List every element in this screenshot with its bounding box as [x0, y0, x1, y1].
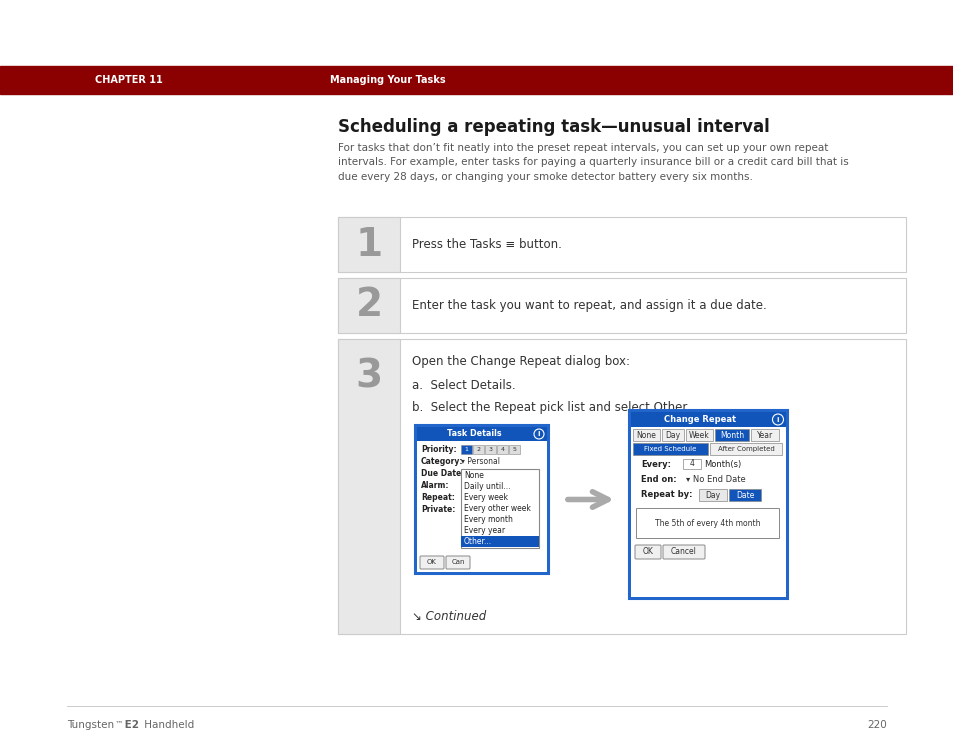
Text: Every year: Every year [463, 526, 504, 535]
Text: 220: 220 [866, 720, 886, 730]
Text: 3: 3 [488, 447, 492, 452]
Bar [337, 217, 399, 272]
Text: OK: OK [642, 548, 653, 556]
Bar [416, 427, 546, 441]
Text: Month: Month [720, 430, 743, 440]
Text: a.  Select Details.: a. Select Details. [412, 379, 515, 392]
Bar [633, 443, 707, 455]
Text: Alarm:: Alarm: [420, 481, 449, 490]
Bar [633, 429, 659, 441]
Bar [509, 445, 519, 454]
Text: Other...: Other... [463, 537, 492, 546]
Bar [630, 412, 785, 597]
Text: Every week: Every week [463, 493, 507, 502]
Text: Category:: Category: [420, 457, 463, 466]
Text: None: None [636, 430, 656, 440]
Circle shape [772, 414, 782, 425]
Text: Task Details: Task Details [446, 430, 500, 438]
Bar [337, 339, 399, 634]
Circle shape [534, 429, 543, 439]
Text: Scheduling a repeating task—unusual interval: Scheduling a repeating task—unusual inte… [337, 118, 769, 136]
Text: Tungsten: Tungsten [67, 720, 114, 730]
Text: Repeat:: Repeat: [420, 493, 455, 502]
Text: ™: ™ [115, 720, 123, 729]
Text: Every other week: Every other week [463, 504, 530, 513]
Text: 1: 1 [464, 447, 468, 452]
Bar [337, 278, 399, 333]
Text: Managing Your Tasks: Managing Your Tasks [330, 75, 445, 85]
Text: ▾ Personal: ▾ Personal [460, 457, 499, 466]
Bar [460, 445, 472, 454]
Text: End on:: End on: [640, 475, 676, 484]
Text: Every:: Every: [640, 460, 670, 469]
Text: Year: Year [756, 430, 772, 440]
Text: After Completed: After Completed [717, 446, 774, 452]
Text: Day: Day [665, 430, 679, 440]
Text: Daily until...: Daily until... [463, 482, 510, 491]
Text: Cancel: Cancel [670, 548, 697, 556]
Bar [682, 459, 700, 469]
FancyBboxPatch shape [446, 556, 470, 569]
Bar [699, 489, 726, 501]
Bar [484, 445, 496, 454]
Bar [661, 429, 683, 441]
Text: 2: 2 [355, 286, 382, 325]
Bar [628, 410, 787, 599]
FancyBboxPatch shape [662, 545, 704, 559]
Bar [460, 536, 538, 547]
Bar [497, 445, 507, 454]
Bar [709, 443, 781, 455]
Text: ▾ No End Date: ▾ No End Date [685, 475, 745, 484]
Text: 2: 2 [476, 447, 480, 452]
Bar [337, 278, 905, 333]
Text: Due Date:: Due Date: [420, 469, 464, 478]
Text: Change Repeat: Change Repeat [663, 415, 736, 424]
Text: 3: 3 [355, 358, 382, 396]
Bar [750, 429, 779, 441]
Bar [473, 445, 483, 454]
Text: Every month: Every month [463, 515, 513, 524]
Bar [337, 339, 905, 634]
Bar [728, 489, 760, 501]
Text: Date: Date [735, 491, 754, 500]
Text: CHAPTER 11: CHAPTER 11 [95, 75, 163, 85]
Bar [714, 429, 748, 441]
Bar [636, 508, 779, 538]
Bar [685, 429, 712, 441]
Text: 1: 1 [355, 226, 382, 263]
Bar [630, 412, 785, 427]
Text: i: i [776, 416, 779, 422]
Text: Press the Tasks ≡ button.: Press the Tasks ≡ button. [412, 238, 561, 251]
Text: Week: Week [688, 430, 709, 440]
Text: Day: Day [704, 491, 720, 500]
FancyBboxPatch shape [635, 545, 660, 559]
Text: Can: Can [451, 559, 464, 565]
Text: Month(s): Month(s) [703, 460, 740, 469]
Bar [416, 427, 546, 572]
Text: Fixed Schedule: Fixed Schedule [643, 446, 696, 452]
Text: Open the Change Repeat dialog box:: Open the Change Repeat dialog box: [412, 355, 629, 368]
Text: 4: 4 [689, 460, 694, 469]
Text: i: i [537, 431, 539, 437]
Text: ↘ Continued: ↘ Continued [412, 610, 486, 623]
Bar [337, 217, 905, 272]
Bar [460, 469, 538, 548]
Text: Enter the task you want to repeat, and assign it a due date.: Enter the task you want to repeat, and a… [412, 299, 766, 312]
Text: b.  Select the Repeat pick list and select Other.: b. Select the Repeat pick list and selec… [412, 401, 689, 414]
Bar [0, 66, 953, 94]
Text: Repeat by:: Repeat by: [640, 490, 692, 499]
Text: The 5th of every 4th month: The 5th of every 4th month [654, 519, 760, 528]
FancyBboxPatch shape [419, 556, 443, 569]
Text: 4: 4 [500, 447, 504, 452]
Text: Priority:: Priority: [420, 445, 456, 454]
Text: 5: 5 [512, 447, 516, 452]
Text: For tasks that don’t fit neatly into the preset repeat intervals, you can set up: For tasks that don’t fit neatly into the… [337, 143, 848, 182]
Bar [415, 425, 548, 574]
Text: Private:: Private: [420, 505, 455, 514]
Text: None: None [463, 471, 483, 480]
Text: E2: E2 [121, 720, 139, 730]
Text: OK: OK [427, 559, 436, 565]
Text: Handheld: Handheld [141, 720, 194, 730]
